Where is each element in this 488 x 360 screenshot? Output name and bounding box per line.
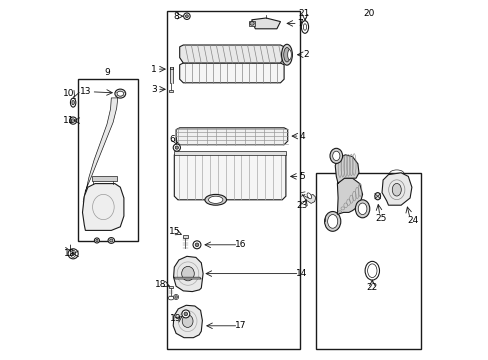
Ellipse shape <box>332 151 339 161</box>
Text: 17: 17 <box>235 321 246 330</box>
Ellipse shape <box>185 15 188 18</box>
Polygon shape <box>173 277 201 279</box>
Ellipse shape <box>208 196 223 203</box>
Text: 16: 16 <box>235 240 246 249</box>
Text: 5: 5 <box>299 172 305 181</box>
Ellipse shape <box>283 48 289 62</box>
Ellipse shape <box>183 13 190 19</box>
Text: 25: 25 <box>375 215 386 223</box>
Ellipse shape <box>115 89 125 98</box>
Bar <box>167 11 300 349</box>
Text: 9: 9 <box>104 68 110 77</box>
Text: 22: 22 <box>366 284 377 292</box>
Bar <box>316 173 420 349</box>
Polygon shape <box>335 155 358 184</box>
Ellipse shape <box>72 100 74 105</box>
Ellipse shape <box>355 200 369 218</box>
Text: 6: 6 <box>169 135 175 144</box>
Polygon shape <box>173 305 202 338</box>
Ellipse shape <box>117 91 123 96</box>
Polygon shape <box>381 173 411 205</box>
Polygon shape <box>168 286 173 288</box>
Ellipse shape <box>168 296 174 300</box>
Ellipse shape <box>301 21 308 33</box>
Polygon shape <box>169 67 172 69</box>
Ellipse shape <box>365 261 379 280</box>
Ellipse shape <box>391 184 401 196</box>
Text: 4: 4 <box>299 132 305 141</box>
Ellipse shape <box>109 239 113 242</box>
Ellipse shape <box>108 238 114 243</box>
Ellipse shape <box>182 315 193 328</box>
Ellipse shape <box>374 193 380 200</box>
Ellipse shape <box>358 203 366 215</box>
Text: 24: 24 <box>407 216 418 225</box>
Ellipse shape <box>249 22 254 25</box>
Polygon shape <box>176 128 287 145</box>
Text: 1: 1 <box>151 65 157 74</box>
Text: 2: 2 <box>303 50 308 59</box>
Text: 20: 20 <box>362 9 374 18</box>
Polygon shape <box>173 256 203 292</box>
Ellipse shape <box>303 24 306 30</box>
Polygon shape <box>83 98 118 227</box>
Ellipse shape <box>329 148 342 163</box>
Ellipse shape <box>72 252 74 255</box>
Ellipse shape <box>70 250 76 257</box>
Polygon shape <box>169 90 172 92</box>
Ellipse shape <box>195 243 199 247</box>
Ellipse shape <box>71 119 75 122</box>
Ellipse shape <box>96 239 98 242</box>
Ellipse shape <box>182 266 194 281</box>
Text: 7: 7 <box>297 19 303 28</box>
Ellipse shape <box>183 312 187 316</box>
Text: 3: 3 <box>151 85 157 94</box>
Ellipse shape <box>281 44 292 65</box>
Ellipse shape <box>324 211 340 231</box>
Ellipse shape <box>173 144 180 151</box>
Polygon shape <box>251 18 280 29</box>
Text: 18: 18 <box>155 280 166 289</box>
Ellipse shape <box>204 194 226 205</box>
Text: 23: 23 <box>296 201 307 210</box>
Polygon shape <box>174 153 285 200</box>
Ellipse shape <box>182 310 189 318</box>
Text: 13: 13 <box>80 87 91 96</box>
Text: 11: 11 <box>63 116 75 125</box>
Polygon shape <box>91 176 117 181</box>
Text: 19: 19 <box>170 314 182 323</box>
Text: 8: 8 <box>173 12 179 21</box>
Ellipse shape <box>70 98 76 107</box>
Ellipse shape <box>68 249 78 259</box>
Polygon shape <box>179 63 284 83</box>
Text: 12: 12 <box>63 249 75 258</box>
Polygon shape <box>337 178 362 214</box>
Polygon shape <box>302 194 315 203</box>
Ellipse shape <box>193 241 201 249</box>
Ellipse shape <box>175 296 177 298</box>
Ellipse shape <box>69 117 77 124</box>
Ellipse shape <box>94 238 99 243</box>
Ellipse shape <box>367 264 376 278</box>
Ellipse shape <box>287 50 291 60</box>
Polygon shape <box>248 21 255 26</box>
Ellipse shape <box>306 193 311 199</box>
Text: 21: 21 <box>298 9 309 18</box>
Text: 15: 15 <box>168 227 180 236</box>
Ellipse shape <box>175 146 178 149</box>
Ellipse shape <box>327 215 337 228</box>
Bar <box>78 79 138 241</box>
Polygon shape <box>183 235 187 238</box>
Ellipse shape <box>173 294 178 300</box>
Polygon shape <box>82 184 123 230</box>
Text: 14: 14 <box>296 269 307 278</box>
Polygon shape <box>179 45 284 63</box>
Polygon shape <box>174 151 285 155</box>
Text: 10: 10 <box>63 89 75 98</box>
